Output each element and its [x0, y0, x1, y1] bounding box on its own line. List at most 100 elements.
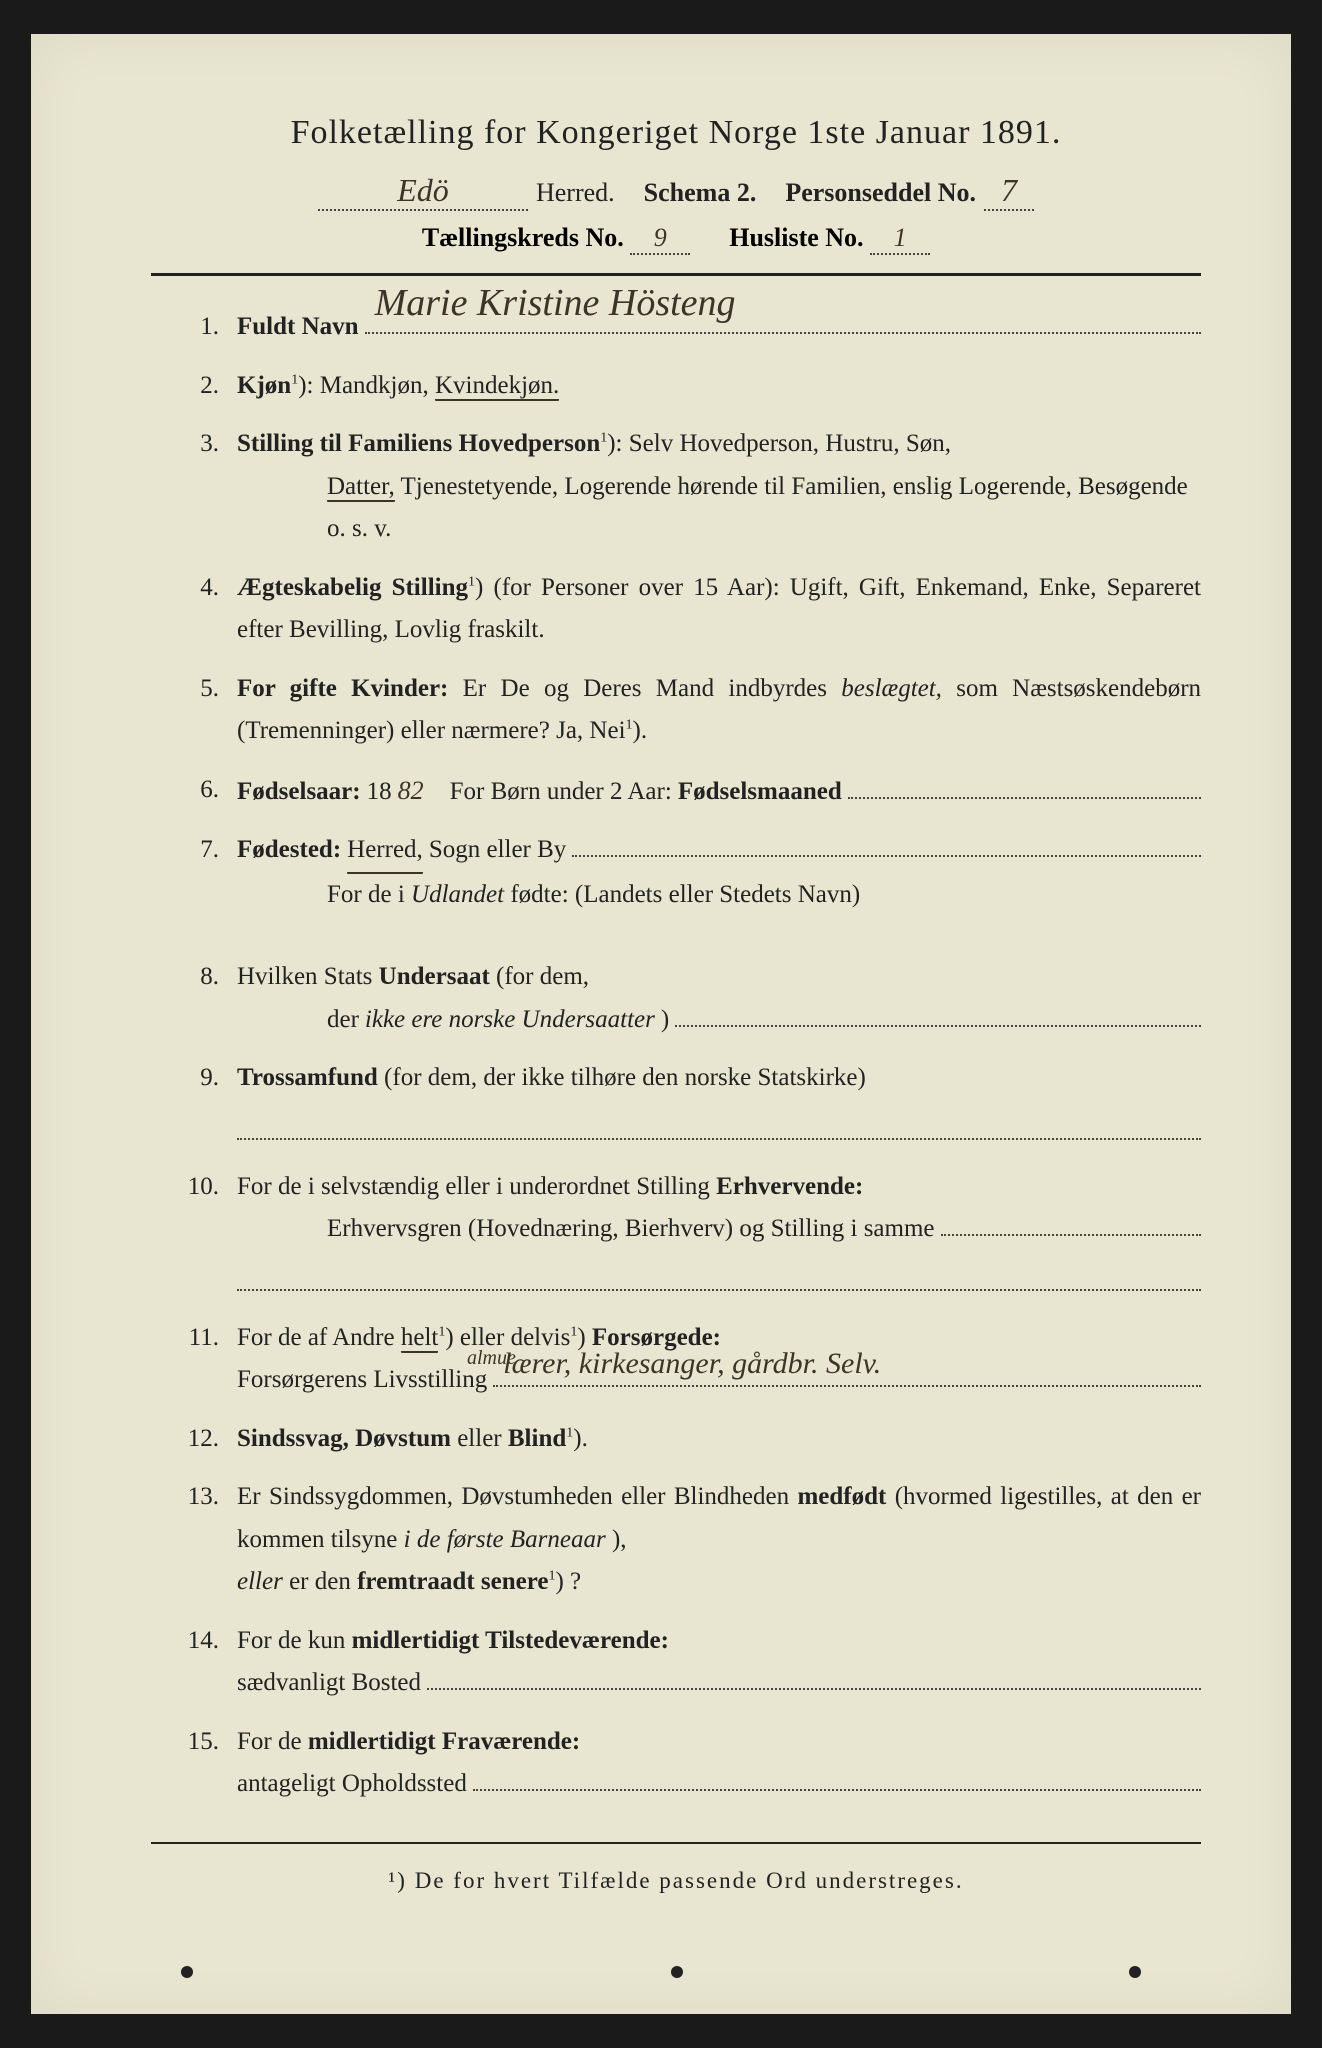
- item-12-texta: eller: [457, 1425, 508, 1452]
- item-15-field: [473, 1766, 1201, 1791]
- kreds-field: 9: [630, 223, 690, 255]
- item-8-num: 8.: [181, 956, 237, 1041]
- item-15-textb: antageligt Opholdssted: [237, 1763, 467, 1806]
- item-6: 6. Fødselsaar: 1882 For Børn under 2 Aar…: [181, 769, 1201, 814]
- item-9: 9. Trossamfund (for dem, der ikke tilhør…: [181, 1057, 1201, 1150]
- item-11-num: 11.: [181, 1317, 237, 1402]
- item-5-label: For gifte Kvinder:: [237, 675, 448, 702]
- header-row-1: Edö Herred. Schema 2. Personseddel No. 7: [151, 172, 1201, 211]
- item-14-texta: For de kun: [237, 1627, 352, 1654]
- item-7-ital: Udlandet: [411, 881, 504, 908]
- item-13: 13. Er Sindssygdommen, Døvstumheden elle…: [181, 1476, 1201, 1604]
- husliste-field: 1: [870, 223, 930, 255]
- item-7-textc: fødte: (Landets eller Stedets Navn): [510, 881, 860, 908]
- item-13-textc: ),: [612, 1526, 627, 1553]
- husliste-label: Husliste No.: [729, 223, 863, 252]
- item-6-num: 6.: [181, 769, 237, 814]
- item-13-italb: eller: [237, 1568, 283, 1595]
- item-2-label: Kjøn: [237, 372, 291, 399]
- item-7-num: 7.: [181, 829, 237, 916]
- item-10-field2: [237, 1251, 1201, 1291]
- item-12-num: 12.: [181, 1418, 237, 1461]
- item-8-label: Undersaat: [379, 963, 490, 990]
- item-13-texte: ?: [570, 1568, 581, 1595]
- footnote: ¹) De for hvert Tilfælde passende Ord un…: [151, 1868, 1201, 1894]
- item-14-field: [427, 1665, 1201, 1690]
- item-2-underlined: Kvindekjøn.: [435, 372, 559, 401]
- divider-bottom: [151, 1842, 1201, 1844]
- item-11: 11. For de af Andre helt1) eller delvis1…: [181, 1317, 1201, 1402]
- item-9-num: 9.: [181, 1057, 237, 1150]
- kreds-label: Tællingskreds No.: [422, 223, 624, 252]
- item-6-labelb: Fødselsmaaned: [678, 771, 842, 814]
- item-13-labelb: fremtraadt senere: [357, 1568, 548, 1595]
- item-1-value: Marie Kristine Hösteng: [375, 271, 736, 336]
- item-8-field: [675, 1002, 1201, 1027]
- item-9-text: (for dem, der ikke tilhøre den norske St…: [384, 1064, 866, 1091]
- item-13-textd: er den: [289, 1568, 357, 1595]
- item-7-field: [572, 832, 1201, 857]
- item-3-textc: o. s. v.: [237, 508, 1201, 551]
- item-10-label: Erhvervende:: [716, 1173, 863, 1200]
- item-3-underlined: Datter,: [327, 473, 395, 502]
- item-9-label: Trossamfund: [237, 1064, 378, 1091]
- item-12-labelb: Blind: [508, 1425, 566, 1452]
- item-1-label: Fuldt Navn: [237, 306, 359, 349]
- item-15: 15. For de midlertidigt Fraværende: anta…: [181, 1721, 1201, 1806]
- item-3: 3. Stilling til Familiens Hovedperson1):…: [181, 423, 1201, 551]
- item-13-num: 13.: [181, 1476, 237, 1604]
- item-13-labela: medfødt: [797, 1483, 886, 1510]
- item-7: 7. Fødested: Herred, Sogn eller By For d…: [181, 829, 1201, 916]
- item-13-itala: i de første Barneaar: [404, 1526, 606, 1553]
- item-3-textb: Tjenestetyende, Logerende hørende til Fa…: [401, 473, 1188, 500]
- item-1-field: Marie Kristine Hösteng: [365, 309, 1201, 334]
- item-7-texta: Sogn eller By: [429, 829, 567, 872]
- item-5: 5. For gifte Kvinder: Er De og Deres Man…: [181, 668, 1201, 753]
- item-7-textb: For de i: [327, 881, 411, 908]
- item-14-num: 14.: [181, 1620, 237, 1705]
- item-2: 2. Kjøn1): Mandkjøn, Kvindekjøn.: [181, 365, 1201, 408]
- census-form-page: Folketælling for Kongeriget Norge 1ste J…: [31, 34, 1291, 2014]
- item-11-value: lærer, kirkesanger, gårdbr. Selv.: [503, 1338, 881, 1389]
- item-1: 1. Fuldt Navn Marie Kristine Hösteng: [181, 306, 1201, 349]
- item-8-ital: ikke ere norske Undersaatter: [365, 999, 655, 1042]
- personseddel-value: 7: [1001, 172, 1017, 208]
- item-4-label: Ægteskabelig Stilling: [237, 574, 468, 601]
- punch-hole-center: [671, 1966, 683, 1978]
- item-11-textc: Forsørgerens Livsstilling: [237, 1359, 487, 1402]
- punch-hole-left: [181, 1966, 193, 1978]
- item-10: 10. For de i selvstændig eller i underor…: [181, 1166, 1201, 1301]
- item-7-label: Fødested:: [237, 829, 341, 872]
- item-6-yearprefix: 18: [367, 771, 392, 814]
- item-11-field: lærer, kirkesanger, gårdbr. Selv.: [493, 1362, 1201, 1387]
- personseddel-field: 7: [984, 172, 1034, 211]
- item-8-texta: Hvilken Stats: [237, 963, 379, 990]
- item-1-num: 1.: [181, 306, 237, 349]
- item-2-text: Mandkjøn,: [320, 372, 435, 399]
- item-3-label: Stilling til Familiens Hovedperson: [237, 430, 600, 457]
- item-5-texta: Er De og Deres Mand indbyrdes: [463, 675, 842, 702]
- main-title: Folketælling for Kongeriget Norge 1ste J…: [151, 114, 1201, 152]
- item-13-texta: Er Sindssygdommen, Døvstumheden eller Bl…: [237, 1483, 797, 1510]
- item-9-field: [237, 1100, 1201, 1140]
- herred-value: Edö: [397, 172, 449, 208]
- personseddel-label: Personseddel No.: [785, 178, 976, 208]
- item-6-texta: For Børn under 2 Aar:: [450, 771, 672, 814]
- item-6-yearvalue: 82: [398, 769, 424, 813]
- item-4: 4. Ægteskabelig Stilling1) (for Personer…: [181, 567, 1201, 652]
- item-8-textb: (for dem,: [496, 963, 589, 990]
- item-14-label: midlertidigt Tilstedeværende:: [352, 1627, 669, 1654]
- item-10-field1: [941, 1211, 1201, 1236]
- item-7-underlined: Herred,: [347, 829, 423, 874]
- item-5-num: 5.: [181, 668, 237, 753]
- item-8: 8. Hvilken Stats Undersaat (for dem, der…: [181, 956, 1201, 1041]
- item-11-ula: helt: [401, 1324, 439, 1353]
- item-8-textd: ): [661, 999, 669, 1042]
- item-15-texta: For de: [237, 1728, 308, 1755]
- item-3-texta: Selv Hovedperson, Hustru, Søn,: [629, 430, 951, 457]
- item-4-num: 4.: [181, 567, 237, 652]
- item-6-field: [848, 774, 1201, 799]
- item-6-labela: Fødselsaar:: [237, 771, 361, 814]
- husliste-value: 1: [894, 223, 907, 252]
- item-12: 12. Sindssvag, Døvstum eller Blind1).: [181, 1418, 1201, 1461]
